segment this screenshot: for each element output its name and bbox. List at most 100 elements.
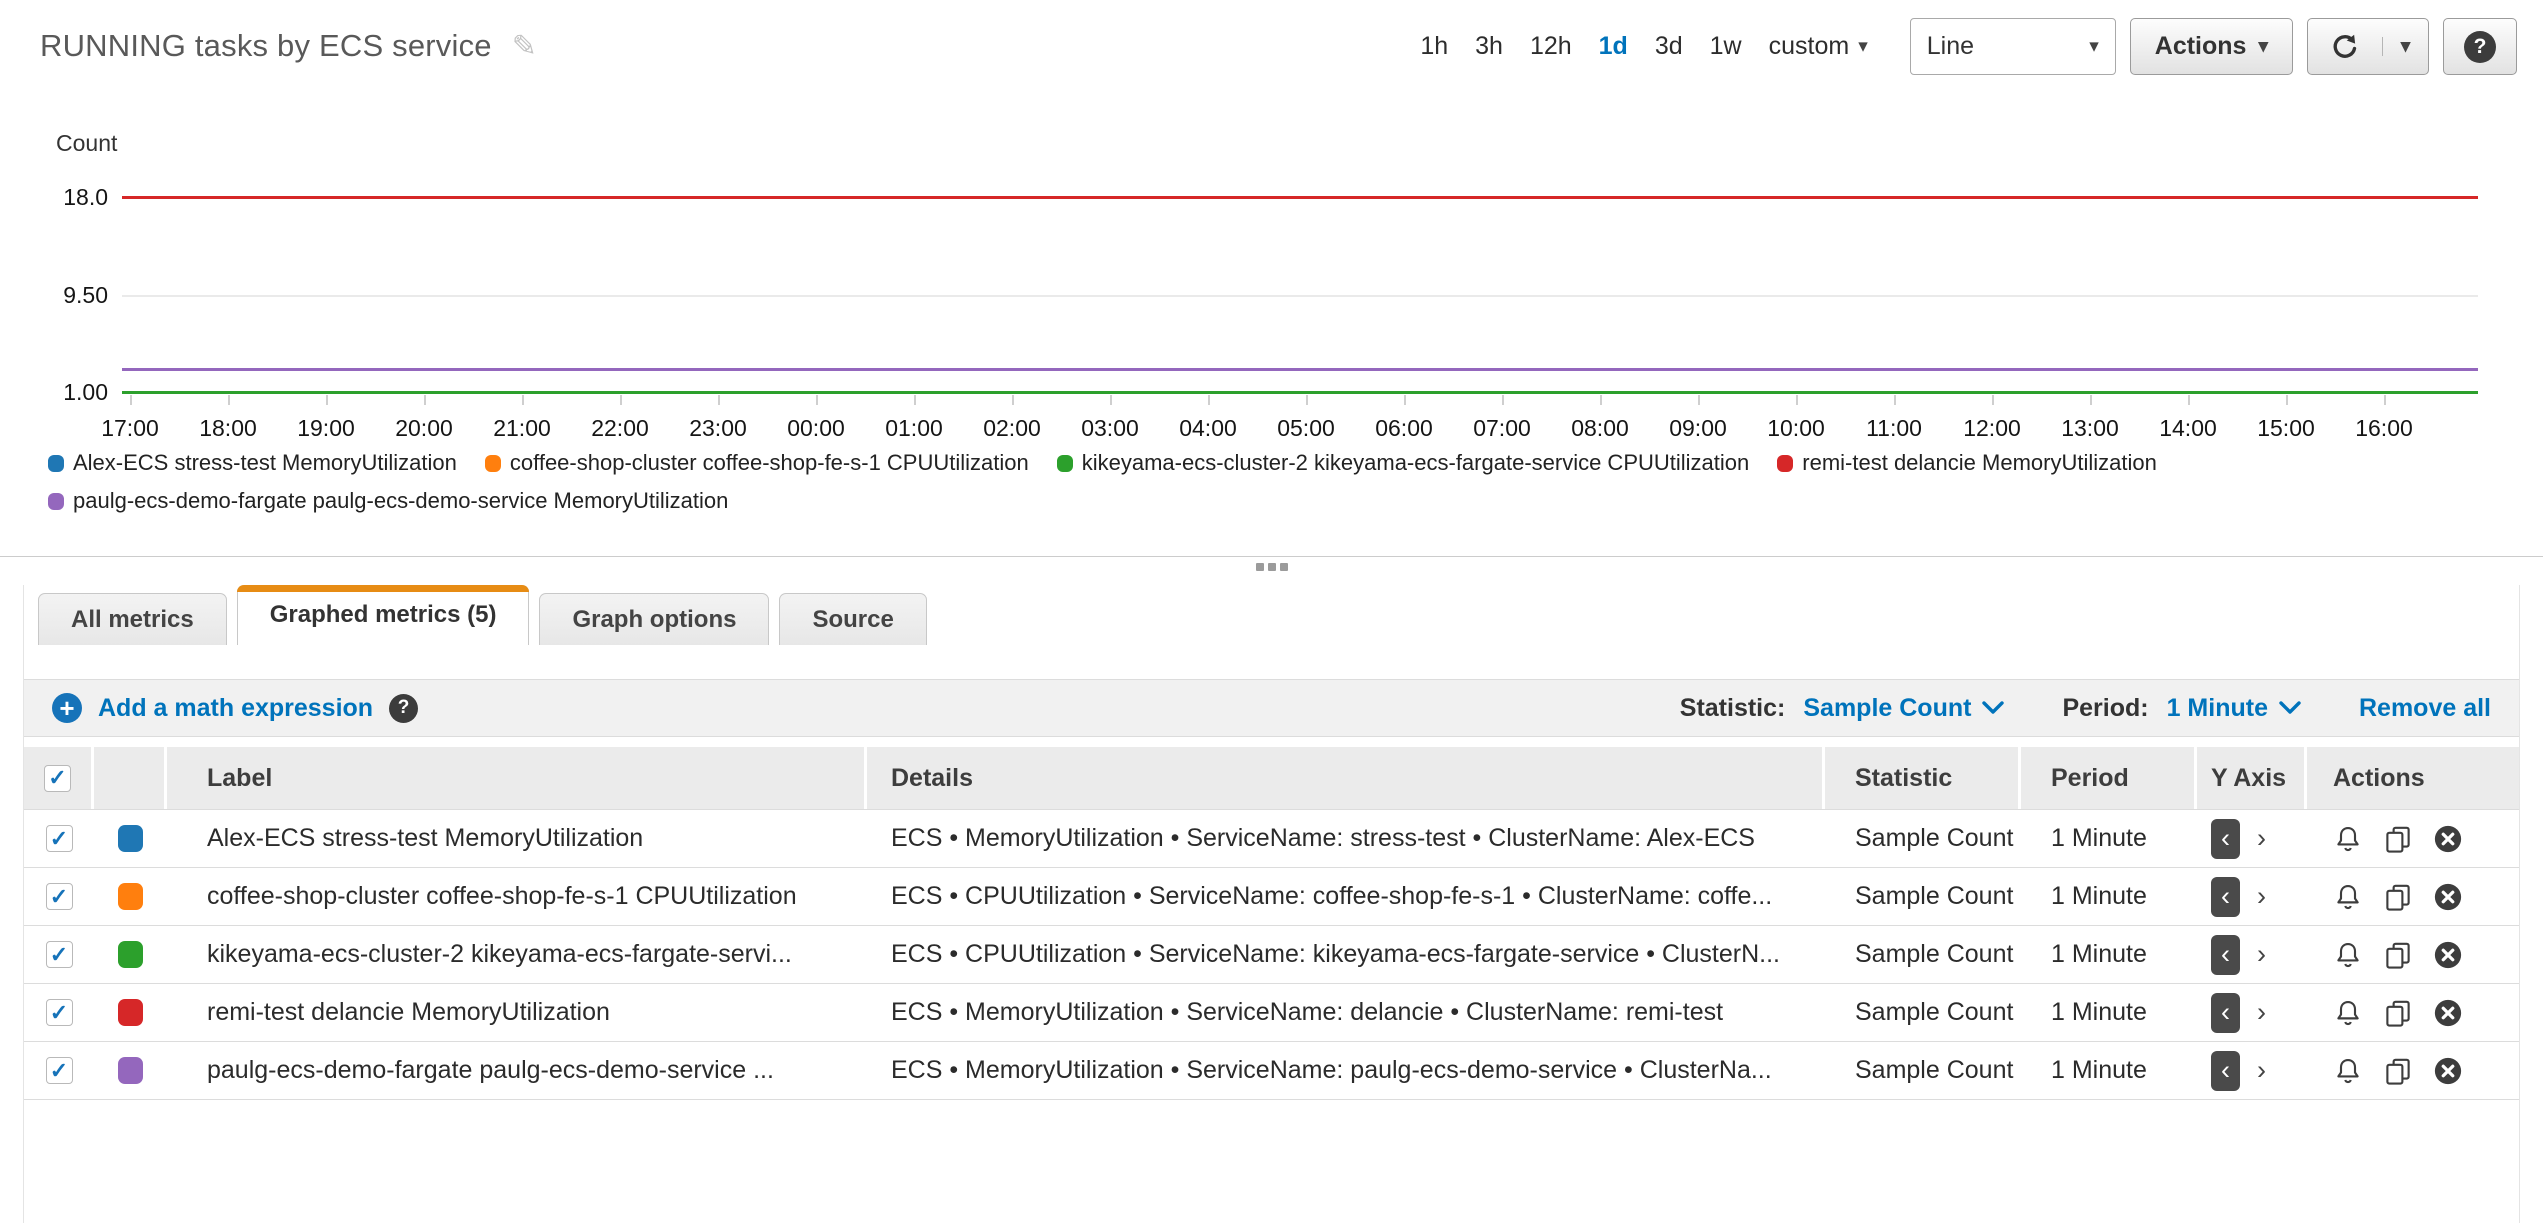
tab-graph-options[interactable]: Graph options (539, 593, 770, 645)
x-tick-label: 16:00 (2355, 415, 2413, 441)
time-range-1d[interactable]: 1d (1598, 32, 1628, 60)
metrics-table-rows: ✓ Alex-ECS stress-test MemoryUtilization E… (24, 809, 2519, 1100)
time-range-12h[interactable]: 12h (1529, 32, 1572, 60)
time-range-3h[interactable]: 3h (1475, 32, 1503, 60)
chart-type-select[interactable]: Line ▾ (1909, 18, 2116, 75)
column-header-statistic: Statistic (1825, 747, 2021, 809)
series-line-paulg-ecs-demo-fargate (122, 368, 2478, 372)
x-tick-mark (326, 395, 328, 405)
metrics-line-chart[interactable]: Count 18.0 9.50 1.00 17:00 18:00 19:00 20:00 21… (0, 78, 2543, 538)
x-tick-mark (228, 395, 230, 405)
statistic-dropdown[interactable]: Sample Count (1803, 694, 2005, 723)
table-row: ✓ remi-test delancie MemoryUtilization ECS… (24, 984, 2519, 1042)
x-tick-label: 18:00 (199, 415, 257, 441)
metric-color-swatch[interactable] (118, 1057, 143, 1084)
alarm-bell-icon[interactable] (2333, 1056, 2363, 1086)
metric-color-swatch[interactable] (118, 883, 143, 910)
remove-metric-icon[interactable] (2433, 824, 2463, 854)
chart-controls: 1h 3h 12h 1d 3d 1w custom ▾ Line ▾ Actions ▾ ▾ (1420, 18, 2517, 75)
alarm-bell-icon[interactable] (2333, 824, 2363, 854)
x-tick-label: 07:00 (1473, 415, 1531, 441)
metric-period: 1 Minute (2051, 824, 2147, 852)
y-axis-right-button[interactable]: › (2257, 823, 2266, 853)
tab-all-metrics[interactable]: All metrics (38, 593, 227, 645)
panel-splitter (0, 556, 2543, 580)
y-axis-cell: ‹ › (2197, 818, 2307, 859)
math-expression-help-icon[interactable]: ? (389, 693, 419, 723)
duplicate-icon[interactable] (2383, 882, 2413, 912)
y-axis-left-button[interactable]: ‹ (2211, 876, 2240, 917)
duplicate-icon[interactable] (2383, 824, 2413, 854)
x-tick-label: 01:00 (885, 415, 943, 441)
time-range-3d[interactable]: 3d (1654, 32, 1683, 60)
row-color-cell (94, 883, 167, 910)
select-all-checkbox[interactable]: ✓ (44, 764, 71, 792)
actions-button[interactable]: Actions ▾ (2129, 18, 2293, 75)
x-tick-label: 15:00 (2257, 415, 2315, 441)
time-range-custom[interactable]: custom ▾ (1769, 32, 1868, 61)
remove-metric-icon[interactable] (2433, 940, 2463, 970)
remove-metric-icon[interactable] (2433, 998, 2463, 1028)
legend-item[interactable]: remi-test delancie MemoryUtilization (1777, 450, 2157, 476)
period-dropdown[interactable]: 1 Minute (2167, 694, 2301, 723)
y-axis-left-button[interactable]: ‹ (2211, 1050, 2240, 1091)
remove-all-link[interactable]: Remove all (2358, 693, 2491, 722)
tab-label: Source (812, 605, 894, 633)
remove-metric-icon[interactable] (2433, 882, 2463, 912)
remove-metric-icon[interactable] (2433, 1056, 2463, 1086)
row-checkbox[interactable]: ✓ (45, 1057, 73, 1084)
row-checkbox[interactable]: ✓ (45, 883, 73, 910)
duplicate-icon[interactable] (2383, 1056, 2413, 1086)
legend-item[interactable]: kikeyama-ecs-cluster-2 kikeyama-ecs-farg… (1056, 450, 1749, 476)
row-checkbox-cell: ✓ (24, 883, 94, 910)
metric-label: Alex-ECS stress-test MemoryUtilization (207, 824, 644, 852)
y-axis-right-button[interactable]: › (2257, 881, 2266, 911)
x-tick-label: 11:00 (1866, 415, 1922, 441)
refresh-button[interactable] (2308, 32, 2382, 62)
widget-header: RUNNING tasks by ECS service ✎ 1h 3h 12h 1d… (0, 0, 2543, 78)
y-axis-left-button[interactable]: ‹ (2211, 934, 2240, 975)
column-header-label: Label (207, 763, 273, 792)
refresh-options-button[interactable]: ▾ (2382, 37, 2428, 56)
alarm-bell-icon[interactable] (2333, 882, 2363, 912)
row-checkbox[interactable]: ✓ (45, 941, 73, 968)
legend-item[interactable]: paulg-ecs-demo-fargate paulg-ecs-demo-se… (48, 488, 728, 514)
add-icon[interactable]: + (52, 693, 82, 723)
x-tick-label: 06:00 (1375, 415, 1433, 441)
help-button[interactable]: ? (2443, 18, 2517, 75)
y-axis-right-button[interactable]: › (2257, 1055, 2266, 1085)
time-range-1h[interactable]: 1h (1420, 32, 1449, 60)
tab-graphed-metrics-5[interactable]: Graphed metrics (5) (236, 585, 530, 645)
x-tick-label: 13:00 (2061, 415, 2119, 441)
time-range-1w[interactable]: 1w (1709, 32, 1742, 60)
duplicate-icon[interactable] (2383, 940, 2413, 970)
y-axis-left-button[interactable]: ‹ (2211, 818, 2240, 859)
edit-title-pencil-icon[interactable]: ✎ (511, 29, 537, 63)
x-tick-label: 02:00 (983, 415, 1041, 441)
splitter-drag-handle[interactable] (1255, 563, 1288, 571)
metric-color-swatch[interactable] (118, 999, 143, 1026)
legend-color-dot (1777, 454, 1794, 472)
row-checkbox[interactable]: ✓ (45, 999, 73, 1026)
duplicate-icon[interactable] (2383, 998, 2413, 1028)
legend-label: paulg-ecs-demo-fargate paulg-ecs-demo-se… (73, 488, 729, 513)
y-axis-right-button[interactable]: › (2257, 997, 2266, 1027)
legend-item[interactable]: coffee-shop-cluster coffee-shop-fe-s-1 C… (484, 450, 1029, 476)
chevron-down-icon: ▾ (2400, 36, 2411, 57)
y-axis-left-button[interactable]: ‹ (2211, 992, 2240, 1033)
panel-tabs: All metrics Graphed metrics (5) Graph opti… (24, 585, 2519, 645)
metric-color-swatch[interactable] (118, 941, 143, 968)
x-tick-label: 08:00 (1571, 415, 1629, 441)
row-checkbox[interactable]: ✓ (45, 825, 73, 852)
alarm-bell-icon[interactable] (2333, 940, 2363, 970)
row-checkbox-cell: ✓ (24, 999, 94, 1026)
alarm-bell-icon[interactable] (2333, 998, 2363, 1028)
metric-color-swatch[interactable] (118, 825, 143, 852)
add-math-expression-link[interactable]: Add a math expression (98, 693, 374, 722)
tab-source[interactable]: Source (779, 593, 927, 645)
metric-label: remi-test delancie MemoryUtilization (207, 998, 610, 1026)
x-tick-mark (1208, 395, 1210, 405)
y-axis-right-button[interactable]: › (2257, 939, 2266, 969)
legend-item[interactable]: Alex-ECS stress-test MemoryUtilization (48, 450, 457, 476)
y-axis-cell: ‹ › (2197, 934, 2307, 975)
